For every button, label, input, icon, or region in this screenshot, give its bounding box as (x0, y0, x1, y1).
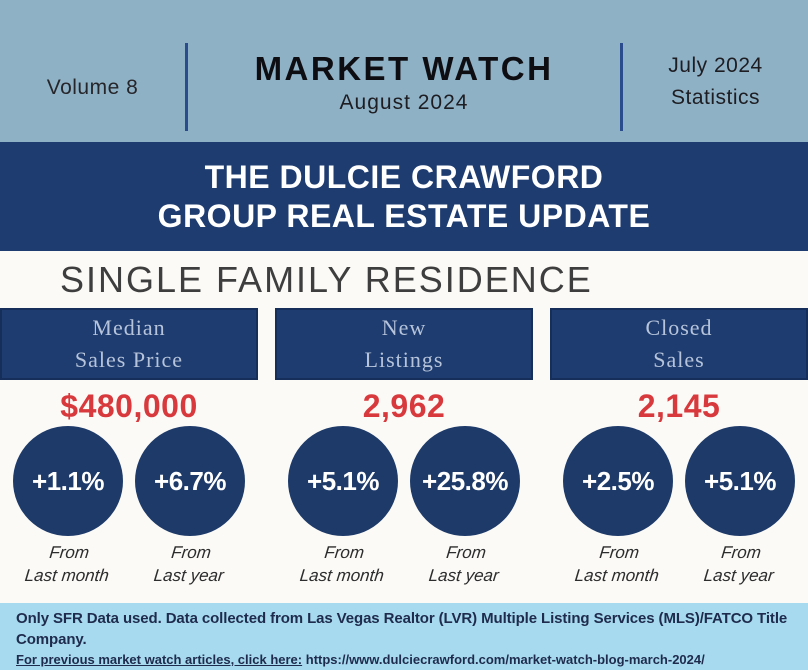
change-period-span: Last month (298, 566, 385, 585)
change-period-span: Last year (152, 566, 225, 585)
newsletter-issue-date: August 2024 (339, 91, 469, 114)
banner-title: THE DULCIE CRAWFORD GROUP REAL ESTATE UP… (0, 142, 808, 251)
percent-change-circle: +5.1% (685, 426, 795, 536)
percent-change-circle: +2.5% (563, 426, 673, 536)
change-period-span: Last year (702, 566, 775, 585)
change-period-span: Last month (23, 566, 110, 585)
change-stats-row: +2.5% From Last month +5.1% From Last ye… (550, 426, 808, 587)
metric-value: $480,000 (60, 388, 198, 424)
vertical-divider-right (620, 43, 623, 131)
change-period-span: Last month (573, 566, 660, 585)
metric-title: Closed Sales (550, 308, 808, 380)
data-source-note: Only SFR Data used. Data collected from … (16, 610, 788, 648)
metric-title-line1: Closed (645, 315, 713, 341)
change-period-from: From (598, 543, 641, 562)
statistics-section: SINGLE FAMILY RESIDENCE Median Sales Pri… (0, 261, 808, 603)
change-stat: +5.1% From Last month (284, 426, 402, 587)
change-period-label: From Last month (574, 541, 663, 587)
newsletter-title: MARKET WATCH (254, 50, 554, 87)
change-stats-row: +5.1% From Last month +25.8% From Last y… (275, 426, 533, 587)
percent-change-value: +6.7% (154, 465, 226, 496)
metric-title-line2: Sales Price (74, 347, 184, 372)
change-period-from: From (170, 543, 213, 562)
metric-column-new-listings: New Listings 2,962 +5.1% From Last month… (275, 308, 533, 587)
metric-column-median-sales-price: Median Sales Price $480,000 +1.1% From L… (0, 308, 258, 587)
percent-change-value: +1.1% (32, 465, 104, 496)
change-stat: +1.1% From Last month (9, 426, 127, 587)
percent-change-circle: +5.1% (288, 426, 398, 536)
volume-label: Volume 8 (46, 76, 139, 99)
metric-title-line2: Listings (364, 347, 444, 372)
metric-title-line2: Sales (653, 347, 705, 372)
change-stats-row: +1.1% From Last month +6.7% From Last ye… (0, 426, 258, 587)
vertical-divider-left (185, 43, 188, 131)
change-stat: +25.8% From Last year (406, 426, 524, 587)
metric-column-closed-sales: Closed Sales 2,145 +2.5% From Last month… (550, 308, 808, 587)
change-period-from: From (48, 543, 91, 562)
change-stat: +6.7% From Last year (131, 426, 249, 587)
change-period-span: Last year (427, 566, 500, 585)
change-period-label: From Last year (153, 541, 228, 587)
metric-title-line1: Median (92, 315, 166, 341)
change-period-from: From (720, 543, 763, 562)
change-stat: +2.5% From Last month (559, 426, 677, 587)
change-period-from: From (323, 543, 366, 562)
change-stat: +5.1% From Last year (681, 426, 799, 587)
percent-change-value: +5.1% (704, 465, 776, 496)
metric-columns: Median Sales Price $480,000 +1.1% From L… (0, 308, 808, 587)
masthead: Volume 8 MARKET WATCH August 2024 July 2… (0, 0, 808, 142)
percent-change-value: +5.1% (307, 465, 379, 496)
change-period-label: From Last month (24, 541, 113, 587)
change-period-label: From Last year (703, 541, 778, 587)
metric-value: 2,962 (362, 388, 446, 424)
section-heading: SINGLE FAMILY RESIDENCE (60, 259, 593, 300)
percent-change-value: +2.5% (582, 465, 654, 496)
statistics-period-line1: July 2024 (668, 54, 763, 77)
masthead-title-block: MARKET WATCH August 2024 (188, 0, 620, 142)
volume-block: Volume 8 (0, 0, 185, 142)
percent-change-circle: +25.8% (410, 426, 520, 536)
statistics-period-block: July 2024 Statistics (623, 0, 808, 142)
change-period-label: From Last year (428, 541, 503, 587)
change-period-from: From (445, 543, 488, 562)
percent-change-circle: +1.1% (13, 426, 123, 536)
banner-title-line1: THE DULCIE CRAWFORD (204, 159, 604, 196)
change-period-label: From Last month (299, 541, 388, 587)
metric-title-line1: New (381, 315, 427, 341)
metric-value: 2,145 (637, 388, 721, 424)
percent-change-circle: +6.7% (135, 426, 245, 536)
percent-change-value: +25.8% (422, 465, 508, 496)
metric-title: Median Sales Price (0, 308, 258, 380)
statistics-period-line2: Statistics (670, 85, 761, 109)
banner-title-line2: GROUP REAL ESTATE UPDATE (157, 197, 651, 234)
metric-title: New Listings (275, 308, 533, 380)
